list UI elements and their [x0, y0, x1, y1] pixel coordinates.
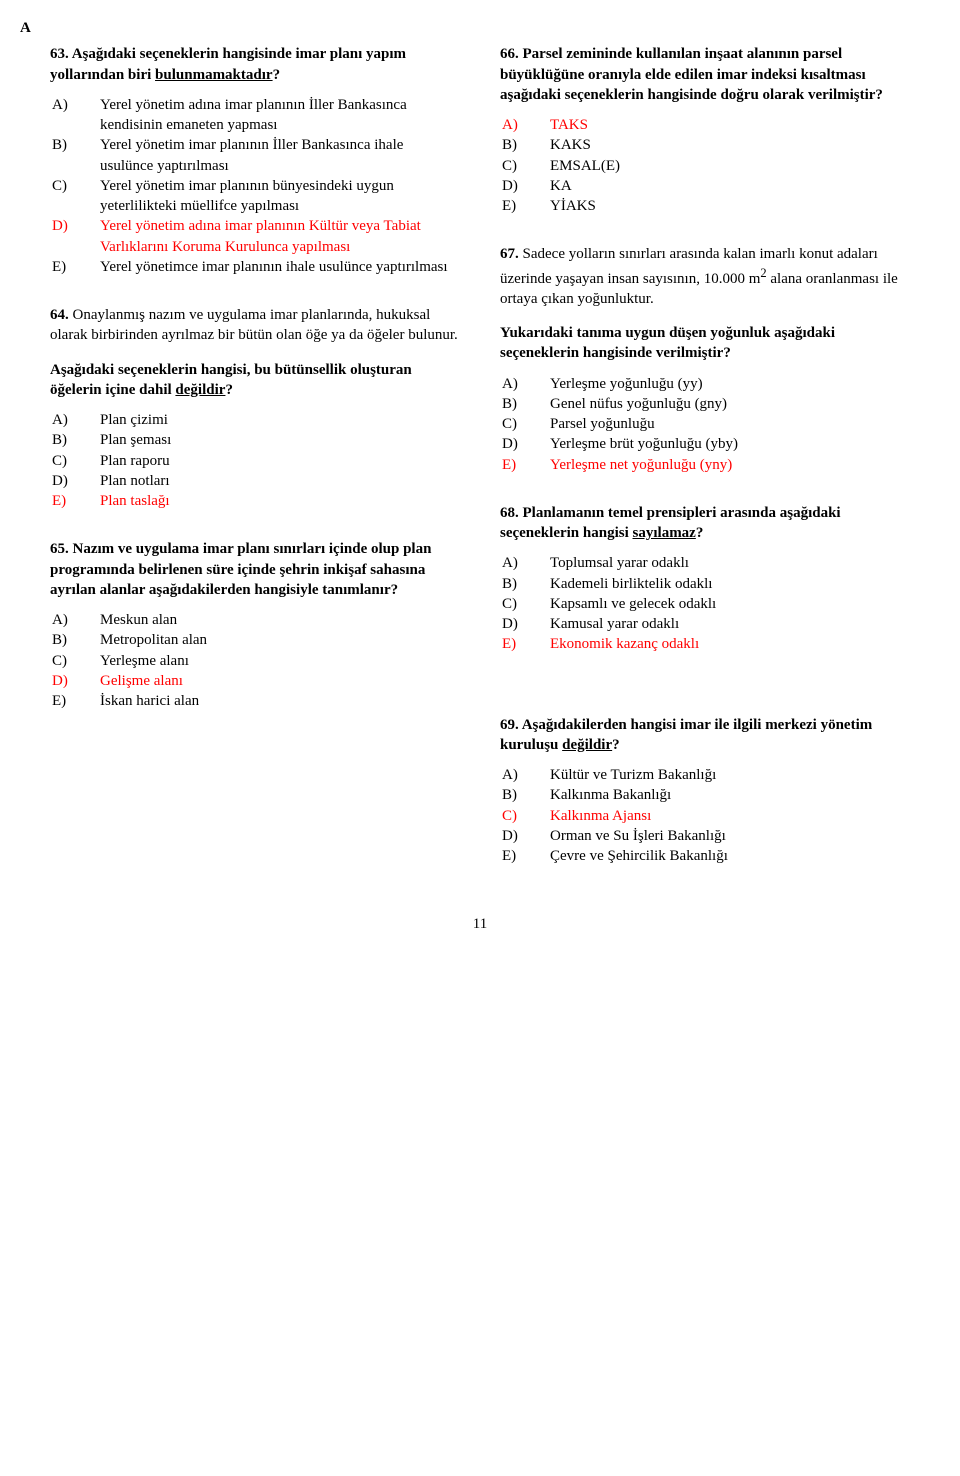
q64-intro: Onaylanmış nazım ve uygulama imar planla… — [50, 307, 458, 343]
q64-options: A)Plan çizimiB)Plan şemasıC)Plan raporuD… — [50, 410, 460, 511]
two-column-layout: 63. Aşağıdaki seçeneklerin hangisinde im… — [50, 44, 910, 894]
option: C)Kalkınma Ajansı — [550, 806, 910, 826]
option: D)Plan notları — [100, 471, 460, 491]
q65-number: 65. — [50, 541, 69, 557]
q69-options: A)Kültür ve Turizm BakanlığıB)Kalkınma B… — [500, 765, 910, 866]
option: D)Yerel yönetim adına imar planının Kült… — [100, 216, 460, 257]
q69-number: 69. — [500, 717, 519, 733]
q68-options: A)Toplumsal yarar odaklıB)Kademeli birli… — [500, 553, 910, 654]
option: C)Parsel yoğunluğu — [550, 414, 910, 434]
option: A)Kültür ve Turizm Bakanlığı — [550, 765, 910, 785]
option: E)Plan taslağı — [100, 491, 460, 511]
q65-options: A)Meskun alanB)Metropolitan alanC)Yerleş… — [50, 610, 460, 711]
option: B)Kademeli birliktelik odaklı — [550, 574, 910, 594]
option: A)Toplumsal yarar odaklı — [550, 553, 910, 573]
option: E)YİAKS — [550, 196, 910, 216]
option: B)Kalkınma Bakanlığı — [550, 785, 910, 805]
q67-intro: Sadece yolların sınırları arasında kalan… — [500, 246, 898, 307]
option: B)Genel nüfus yoğunluğu (gny) — [550, 394, 910, 414]
q65-stem: Nazım ve uygulama imar planı sınırları i… — [50, 541, 431, 598]
option: C)Yerleşme alanı — [100, 651, 460, 671]
option: E)Ekonomik kazanç odaklı — [550, 634, 910, 654]
option: D)Orman ve Su İşleri Bakanlığı — [550, 826, 910, 846]
option: C)EMSAL(E) — [550, 156, 910, 176]
question-68: 68. Planlamanın temel prensipleri arasın… — [500, 503, 910, 655]
question-69: 69. Aşağıdakilerden hangisi imar ile ilg… — [500, 715, 910, 867]
q67-options: A)Yerleşme yoğunluğu (yy)B)Genel nüfus y… — [500, 374, 910, 475]
option: D)KA — [550, 176, 910, 196]
right-column: 66. Parsel zemininde kullanılan inşaat a… — [500, 44, 910, 894]
q66-number: 66. — [500, 46, 519, 62]
option: E)Çevre ve Şehircilik Bakanlığı — [550, 846, 910, 866]
option: C)Kapsamlı ve gelecek odaklı — [550, 594, 910, 614]
question-67: 67. Sadece yolların sınırları arasında k… — [500, 244, 910, 475]
question-63: 63. Aşağıdaki seçeneklerin hangisinde im… — [50, 44, 460, 277]
q64-number: 64. — [50, 307, 69, 323]
option: A)Plan çizimi — [100, 410, 460, 430]
option: E)Yerleşme net yoğunluğu (yny) — [550, 455, 910, 475]
left-column: 63. Aşağıdaki seçeneklerin hangisinde im… — [50, 44, 460, 894]
option: C)Plan raporu — [100, 451, 460, 471]
q64-stem: Aşağıdaki seçeneklerin hangisi, bu bütün… — [50, 360, 460, 401]
option: A)Yerleşme yoğunluğu (yy) — [550, 374, 910, 394]
q69-stem: Aşağıdakilerden hangisi imar ile ilgili … — [500, 717, 872, 753]
option: A)Meskun alan — [100, 610, 460, 630]
page-marker: A — [20, 18, 910, 38]
q63-options: A)Yerel yönetim adına imar planının İlle… — [50, 95, 460, 277]
option: A)TAKS — [550, 115, 910, 135]
question-65: 65. Nazım ve uygulama imar planı sınırla… — [50, 539, 460, 711]
q66-stem: Parsel zemininde kullanılan inşaat alanı… — [500, 46, 883, 103]
q68-stem: Planlamanın temel prensipleri arasında a… — [500, 505, 841, 541]
question-66: 66. Parsel zemininde kullanılan inşaat a… — [500, 44, 910, 216]
q66-options: A)TAKSB)KAKSC)EMSAL(E)D)KAE)YİAKS — [500, 115, 910, 216]
option: D)Kamusal yarar odaklı — [550, 614, 910, 634]
option: B)Yerel yönetim imar planının İller Bank… — [100, 135, 460, 176]
q67-stem: Yukarıdaki tanıma uygun düşen yoğunluk a… — [500, 323, 910, 364]
option: B)KAKS — [550, 135, 910, 155]
option: C)Yerel yönetim imar planının bünyesinde… — [100, 176, 460, 217]
q63-stem: Aşağıdaki seçeneklerin hangisinde imar p… — [50, 46, 406, 82]
q68-number: 68. — [500, 505, 519, 521]
page-number: 11 — [50, 914, 910, 934]
option: B)Plan şeması — [100, 430, 460, 450]
option: D)Gelişme alanı — [100, 671, 460, 691]
q63-number: 63. — [50, 46, 69, 62]
question-64: 64. Onaylanmış nazım ve uygulama imar pl… — [50, 305, 460, 511]
option: E)Yerel yönetimce imar planının ihale us… — [100, 257, 460, 277]
option: A)Yerel yönetim adına imar planının İlle… — [100, 95, 460, 136]
option: E)İskan harici alan — [100, 691, 460, 711]
option: B)Metropolitan alan — [100, 630, 460, 650]
q67-number: 67. — [500, 246, 519, 262]
option: D)Yerleşme brüt yoğunluğu (yby) — [550, 434, 910, 454]
